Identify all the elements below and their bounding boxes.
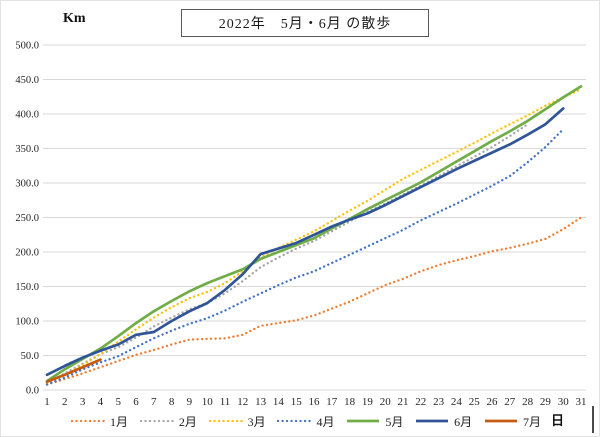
y-tick-label: 250.0 [15,213,39,224]
x-tick-label: 22 [415,396,426,408]
legend-item-5月: 5月 [346,413,403,430]
legend-swatch-dotted-line [277,419,312,423]
y-tick-label: 400.0 [15,110,39,121]
y-tick-label: 100.0 [15,317,39,328]
x-tick-label: 18 [344,396,356,408]
x-tick-label: 15 [291,396,303,408]
legend-item-4月: 4月 [277,413,335,430]
legend-item-7月: 7月 [484,413,541,430]
x-tick-label: 29 [540,396,552,408]
x-tick-label: 25 [469,396,481,408]
x-tick-label: 19 [362,396,374,408]
series-line-3月 [45,88,583,385]
x-tick-label: 12 [237,396,248,408]
legend-label: 1月 [110,414,129,429]
y-tick-label: 150.0 [15,282,39,293]
series-line-4月 [45,128,565,386]
legend-swatch-dotted-line [71,419,105,423]
legend-swatch-solid-line [416,419,449,423]
y-tick-label: 500.0 [15,41,39,52]
x-tick-label: 31 [576,396,587,408]
x-tick-label: 26 [487,396,499,408]
series-line-7月 [45,358,102,384]
x-tick-label: 17 [326,396,338,408]
x-tick-label: 1 [44,396,50,408]
legend-swatch-solid-line [347,419,380,423]
x-tick-label: 10 [202,396,214,408]
legend-label: 3月 [247,414,266,429]
chart-title: 2022年 5月・6月 の散歩 [218,17,392,32]
x-tick-label: 16 [309,396,321,408]
chart-legend: 1月 2月 3月 4月 5月 6月 7月 [71,412,541,430]
y-tick-label: 50.0 [21,351,39,362]
y-tick-label: 350.0 [15,144,39,155]
x-tick-label: 2 [62,396,68,408]
y-axis-unit-label: Km [63,11,86,26]
x-tick-label: 24 [451,396,463,408]
legend-label: 6月 [454,414,473,429]
x-tick-label: 3 [80,396,86,408]
series-line-2月 [45,123,529,385]
x-tick-label: 27 [504,396,516,408]
x-tick-label: 23 [433,396,445,408]
x-tick-label: 5 [115,396,121,408]
x-axis-title: 日 [551,413,565,428]
x-tick-label: 9 [187,396,193,408]
legend-item-2月: 2月 [139,413,197,430]
x-tick-label: 28 [522,396,534,408]
y-tick-label: 300.0 [15,179,39,190]
legend-swatch-solid-line [484,419,517,423]
series-line-1月 [45,216,583,386]
x-tick-label: 20 [380,396,392,408]
x-tick-label: 21 [398,396,409,408]
y-tick-label: 450.0 [15,75,39,86]
legend-item-1月: 1月 [71,413,128,430]
x-tick-label: 8 [169,396,175,408]
x-tick-label: 13 [255,396,267,408]
series-line-5月 [45,85,583,383]
y-tick-label: 0.0 [26,386,39,397]
x-tick-label: 4 [98,396,104,408]
y-tick-label: 200.0 [15,248,39,259]
series-line-6月 [45,107,565,377]
right-edge-cursor-artifact [592,406,594,433]
legend-label: 4月 [316,414,335,429]
x-tick-label: 7 [151,396,157,408]
legend-swatch-dotted-line [208,419,243,423]
x-tick-label: 30 [558,396,570,408]
legend-swatch-dotted-line [139,419,174,423]
legend-item-3月: 3月 [208,413,266,430]
x-tick-label: 11 [220,396,231,408]
legend-label: 7月 [522,414,541,429]
legend-item-6月: 6月 [415,413,472,430]
legend-label: 5月 [385,414,404,429]
x-tick-label: 14 [273,396,285,408]
x-tick-label: 6 [133,396,139,408]
chart-title-box: 2022年 5月・6月 の散歩 [181,9,429,37]
legend-label: 2月 [178,414,197,429]
